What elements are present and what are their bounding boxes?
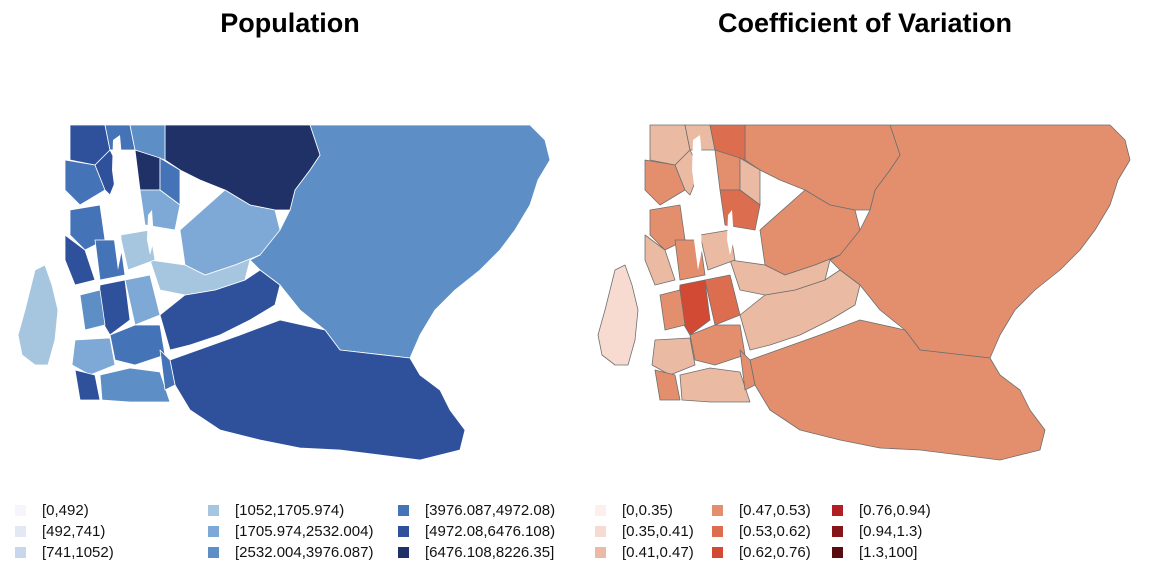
legend-label: [1052,1705.974) [235,501,345,519]
tract-w9 [69,204,106,251]
legend-label: [0.62,0.76) [739,543,811,561]
legend-label: [3976.087,4972.08) [425,501,556,519]
legend-swatch [15,504,26,516]
legend-swatch [832,504,843,516]
tract-w10 [644,234,676,286]
legend-item: [0.47,0.53) [712,500,811,520]
legend-label: [0.47,0.53) [739,501,811,519]
vashon-island [597,264,639,366]
legend-item: [1705.974,2532.004) [208,521,373,541]
legend-item: [6476.108,8226.35] [398,542,554,562]
tract-w12 [699,229,736,271]
legend-swatch [208,546,219,558]
legend-item: [0.41,0.47) [595,542,694,562]
legend-swatch [712,546,723,558]
tract-w20 [159,349,176,391]
legend-swatch [595,546,606,558]
tract-w17 [71,337,116,376]
legend-label: [6476.108,8226.35] [425,543,555,561]
region-central-3 [729,254,841,296]
legend-swatch [712,525,723,537]
tract-w15 [659,289,686,331]
tract-w4 [64,159,106,206]
legend-item: [3976.087,4972.08) [398,500,555,520]
legend-label: [1705.974,2532.004) [235,522,374,540]
legend-swatch [398,525,409,537]
legend-item: [0,0.35) [595,500,673,520]
cv-title: Coefficient of Variation [717,8,1013,38]
tract-w9 [649,204,686,251]
tract-w17 [651,337,696,376]
tract-w20 [739,349,756,391]
region-south [749,319,1046,461]
cv-map [597,124,1131,461]
legend-label: [0.53,0.62) [739,522,811,540]
legend-label: [0.94,1.3) [859,522,923,540]
legend-item: [741,1052) [15,542,114,562]
region-south [169,319,466,461]
legend-swatch [398,504,409,516]
legend-swatch [595,504,606,516]
tract-w18 [74,369,101,401]
lake-sammamish [727,210,734,255]
legend-item: [0.62,0.76) [712,542,811,562]
population-map [17,124,551,461]
legend-swatch [15,546,26,558]
legend-swatch [595,525,606,537]
legend-item: [1.3,100] [832,542,917,562]
legend-item: [492,741) [15,521,105,541]
legend-label: [0.41,0.47) [622,543,694,561]
legend-item: [1052,1705.974) [208,500,344,520]
tract-w4 [644,159,686,206]
legend-item: [2532.004,3976.087) [208,542,373,562]
vashon-island [17,264,59,366]
tract-w16 [689,324,746,366]
legend-swatch [832,546,843,558]
tract-w19 [679,367,751,403]
legend-swatch [712,504,723,516]
legend-label: [0.35,0.41) [622,522,694,540]
tract-w14 [704,274,741,326]
legend-item: [0.35,0.41) [595,521,694,541]
legend-item: [4972.08,6476.108) [398,521,555,541]
legend-label: [0,0.35) [622,501,673,519]
legend-label: [741,1052) [42,543,114,561]
legend-label: [0,492) [42,501,89,519]
tract-w15 [79,289,106,331]
tract-w16 [109,324,166,366]
legend-item: [0.94,1.3) [832,521,922,541]
legend-label: [492,741) [42,522,106,540]
legend-swatch [398,546,409,558]
legend-item: [0.76,0.94) [832,500,931,520]
legend-item: [0,492) [15,500,89,520]
region-central-3 [149,254,261,296]
tract-w12 [119,229,156,271]
population-title: Population [220,8,360,38]
legend-item: [0.53,0.62) [712,521,811,541]
tract-w14 [124,274,161,326]
legend-label: [4972.08,6476.108) [425,522,556,540]
legend-swatch [15,525,26,537]
legend-label: [0.76,0.94) [859,501,931,519]
legend-label: [1.3,100] [859,543,918,561]
legend-swatch [208,504,219,516]
legend-swatch [208,525,219,537]
legend-swatch [832,525,843,537]
legend-label: [2532.004,3976.087) [235,543,374,561]
lake-washington [112,135,123,270]
tract-w18 [654,369,681,401]
tract-w10 [64,234,96,286]
lake-sammamish [147,210,154,255]
lake-washington [692,135,703,270]
tract-w19 [99,367,171,403]
